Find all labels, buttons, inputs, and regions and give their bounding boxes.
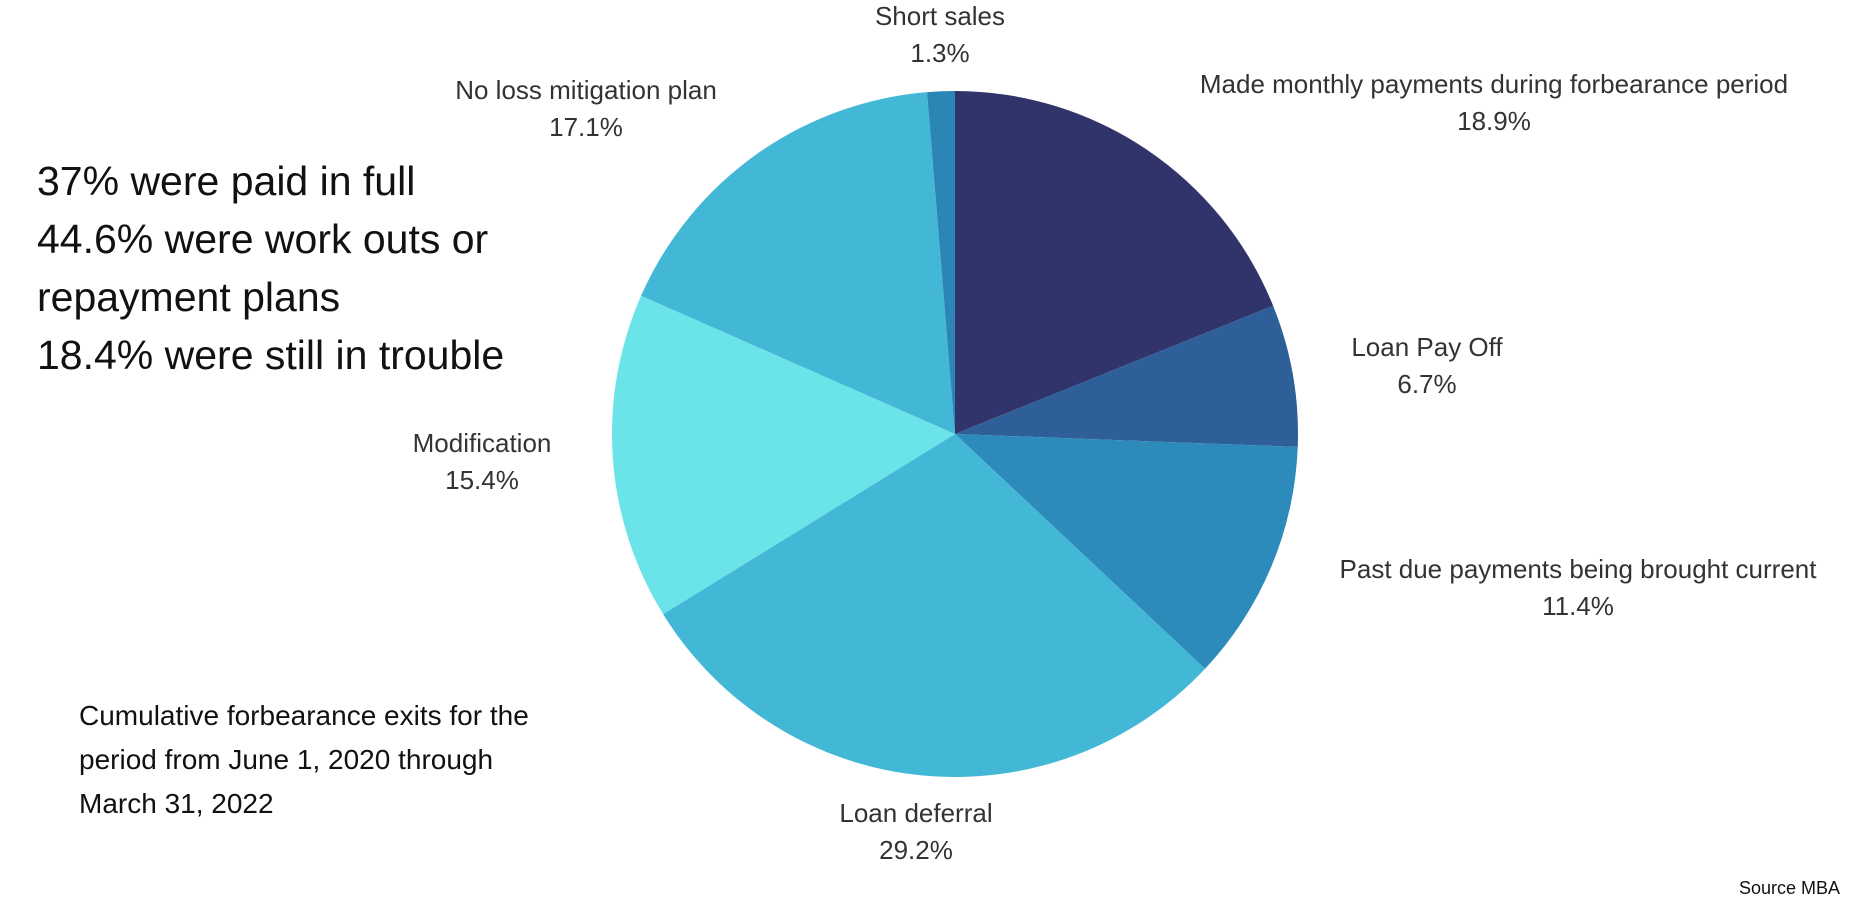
- value-label: 18.9%: [1457, 106, 1531, 136]
- value-label: 29.2%: [879, 835, 953, 865]
- value-label: 1.3%: [910, 38, 969, 68]
- source: Source MBA: [1738, 878, 1840, 898]
- annotation: 44.6% were work outs or repayment plans: [37, 216, 489, 320]
- slice-label: Past due payments being brought current: [1340, 554, 1818, 584]
- annotation: 18.4% were still in trouble: [37, 332, 505, 378]
- slice-label: Made monthly payments during forbearance…: [1200, 69, 1788, 99]
- slice-label: Modification: [413, 428, 552, 458]
- annotation: 37% were paid in full: [37, 158, 416, 204]
- pie-slice: [612, 295, 955, 615]
- value-label: 17.1%: [549, 112, 623, 142]
- pie-slice: [641, 92, 955, 434]
- pie-slice: [955, 434, 1298, 669]
- value-label: 15.4%: [445, 465, 519, 495]
- annotations: 37% were paid in full 44.6% were work out…: [37, 152, 537, 384]
- pie-slice: [663, 434, 1206, 778]
- pie-slice: [955, 305, 1299, 447]
- slice-label: Loan Pay Off: [1351, 332, 1503, 362]
- value-label: 11.4%: [1542, 591, 1614, 621]
- value-label: 6.7%: [1397, 369, 1456, 399]
- slice-label: No loss mitigation plan: [455, 75, 717, 105]
- subtitle: Cumulative forbearance exits for the per…: [79, 700, 529, 819]
- slice-label: Loan deferral: [839, 798, 992, 828]
- pie-slice: [955, 91, 1274, 434]
- slice-label: Short sales: [875, 1, 1005, 31]
- pie-slice: [927, 91, 955, 434]
